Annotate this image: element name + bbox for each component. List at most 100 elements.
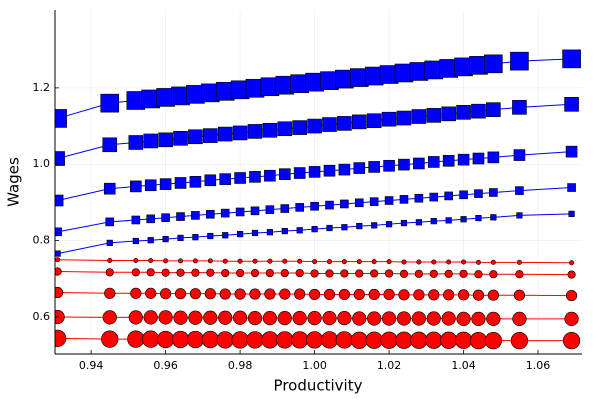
square-marker: [384, 196, 394, 205]
square-marker: [562, 49, 581, 69]
circle-marker: [203, 310, 218, 325]
square-marker: [55, 109, 67, 128]
square-marker: [131, 215, 141, 225]
square-marker: [459, 190, 468, 200]
circle-marker: [295, 268, 304, 278]
circle-marker: [176, 268, 185, 277]
circle-marker: [174, 288, 187, 300]
circle-marker: [294, 288, 306, 300]
circle-marker: [188, 310, 203, 325]
circle-marker: [143, 310, 158, 325]
circle-marker: [55, 257, 61, 263]
circle-marker: [102, 310, 117, 325]
square-marker: [337, 116, 352, 131]
square-marker: [106, 239, 113, 246]
square-marker: [176, 212, 185, 221]
square-marker: [323, 164, 336, 177]
x-tick-label: 0.98: [228, 359, 253, 372]
circle-marker: [308, 288, 321, 301]
circle-marker: [261, 331, 279, 349]
circle-marker: [276, 331, 294, 349]
circle-marker: [277, 311, 292, 326]
square-marker: [411, 109, 427, 124]
circle-marker: [512, 311, 527, 326]
x-tick-label: 1.04: [451, 359, 476, 372]
circle-marker: [370, 269, 379, 278]
square-marker: [351, 114, 367, 130]
circle-marker: [444, 269, 453, 278]
square-marker: [510, 51, 529, 71]
circle-marker: [446, 259, 452, 265]
square-marker: [340, 199, 349, 209]
square-marker: [144, 179, 157, 192]
circle-marker: [516, 259, 522, 265]
circle-marker: [171, 330, 190, 349]
circle-marker: [335, 331, 353, 349]
circle-marker: [386, 259, 392, 265]
circle-marker: [163, 258, 169, 264]
circle-marker: [459, 269, 468, 278]
circle-marker: [398, 289, 410, 301]
square-marker: [277, 121, 293, 137]
circle-marker: [338, 288, 350, 301]
square-marker: [484, 54, 503, 74]
square-marker: [296, 227, 303, 234]
circle-marker: [510, 332, 529, 350]
circle-marker: [337, 311, 352, 326]
circle-marker: [307, 311, 322, 326]
square-marker: [128, 135, 144, 150]
square-marker: [341, 224, 348, 231]
x-tick-label: 0.94: [79, 359, 104, 372]
circle-marker: [325, 269, 334, 278]
square-marker: [217, 126, 233, 142]
circle-marker: [426, 311, 441, 326]
y-tick-label: 1.2: [33, 81, 51, 94]
square-marker: [237, 231, 244, 238]
circle-marker: [105, 268, 114, 277]
square-marker: [490, 214, 497, 221]
circle-marker: [280, 268, 289, 278]
square-marker: [293, 167, 306, 179]
circle-marker: [396, 311, 412, 326]
circle-marker: [371, 259, 377, 265]
square-marker: [278, 168, 291, 180]
square-marker: [456, 105, 471, 120]
square-marker: [322, 117, 337, 132]
circle-marker: [562, 332, 581, 350]
square-marker: [430, 218, 437, 225]
square-marker: [310, 201, 319, 211]
square-marker: [161, 213, 170, 222]
square-marker: [414, 193, 424, 203]
square-marker: [307, 118, 322, 134]
square-marker: [130, 180, 142, 193]
circle-marker: [469, 332, 488, 350]
circle-marker: [264, 288, 276, 300]
circle-marker: [472, 289, 485, 301]
circle-marker: [148, 257, 154, 263]
circle-marker: [157, 330, 175, 349]
square-marker: [487, 151, 500, 164]
square-marker: [472, 152, 485, 165]
square-marker: [162, 235, 169, 243]
y-tick-label: 0.6: [33, 310, 51, 323]
circle-marker: [234, 288, 246, 300]
circle-marker: [262, 311, 277, 326]
square-marker: [353, 162, 366, 174]
circle-marker: [207, 258, 213, 264]
circle-marker: [395, 331, 413, 349]
circle-marker: [55, 309, 65, 325]
square-marker: [206, 209, 215, 219]
circle-marker: [104, 287, 116, 299]
square-marker: [441, 106, 456, 122]
x-tick-label: 1.06: [526, 359, 551, 372]
circle-marker: [279, 288, 291, 300]
circle-marker: [282, 258, 288, 264]
square-marker: [371, 222, 378, 229]
circle-marker: [341, 259, 347, 265]
x-tick-label: 1.00: [302, 359, 327, 372]
circle-marker: [457, 289, 470, 301]
square-marker: [415, 219, 422, 226]
square-marker: [132, 237, 139, 245]
circle-marker: [130, 287, 142, 299]
